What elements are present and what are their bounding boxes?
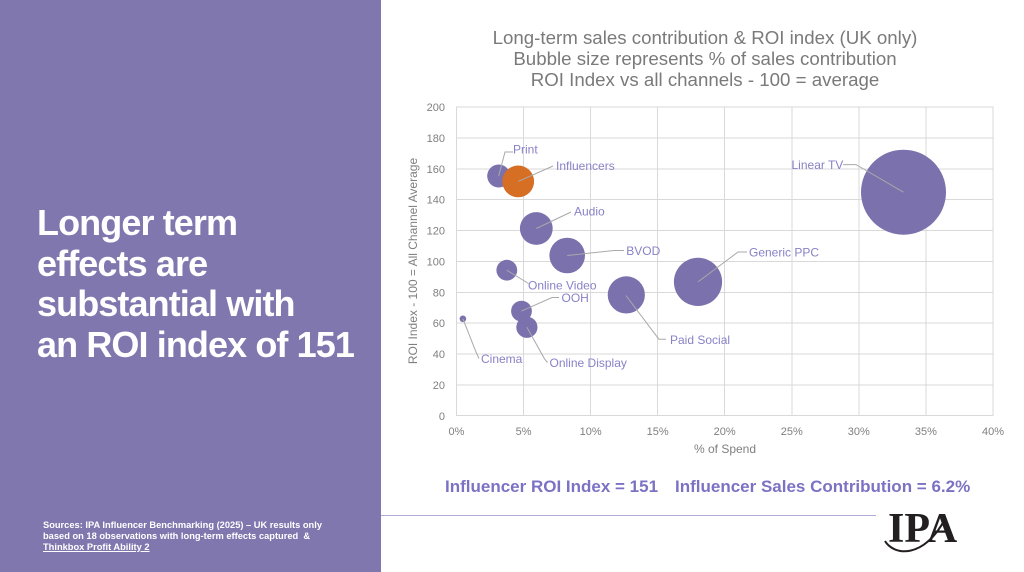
svg-text:200: 200 [427,102,445,114]
svg-text:40%: 40% [982,426,1004,438]
svg-text:25%: 25% [781,426,803,438]
svg-text:Online Video: Online Video [528,279,597,293]
svg-text:0%: 0% [449,426,465,438]
svg-text:160: 160 [427,164,445,176]
svg-text:40: 40 [433,349,445,361]
svg-text:120: 120 [427,226,445,238]
svg-text:Influencers: Influencers [556,159,615,173]
svg-text:100: 100 [427,256,445,268]
svg-text:ROI Index - 100 = All Channel: ROI Index - 100 = All Channel Average [406,158,420,365]
svg-text:Print: Print [513,143,538,157]
svg-text:20: 20 [433,380,445,392]
svg-text:140: 140 [427,195,445,207]
svg-text:20%: 20% [714,426,736,438]
svg-text:Linear TV: Linear TV [792,158,844,172]
svg-text:80: 80 [433,287,445,299]
svg-text:35%: 35% [915,426,937,438]
svg-text:60: 60 [433,318,445,330]
svg-text:180: 180 [427,133,445,145]
svg-text:BVOD: BVOD [626,244,660,258]
svg-text:Generic PPC: Generic PPC [749,246,819,260]
svg-text:% of Spend: % of Spend [694,442,756,456]
svg-text:Cinema: Cinema [481,352,523,366]
svg-text:30%: 30% [848,426,870,438]
svg-text:Paid Social: Paid Social [670,333,730,347]
svg-text:Audio: Audio [574,205,605,219]
svg-text:10%: 10% [580,426,602,438]
svg-text:Online Display: Online Display [550,356,627,370]
svg-text:15%: 15% [647,426,669,438]
svg-text:0: 0 [439,411,445,423]
svg-text:OOH: OOH [562,291,589,305]
svg-text:5%: 5% [516,426,532,438]
